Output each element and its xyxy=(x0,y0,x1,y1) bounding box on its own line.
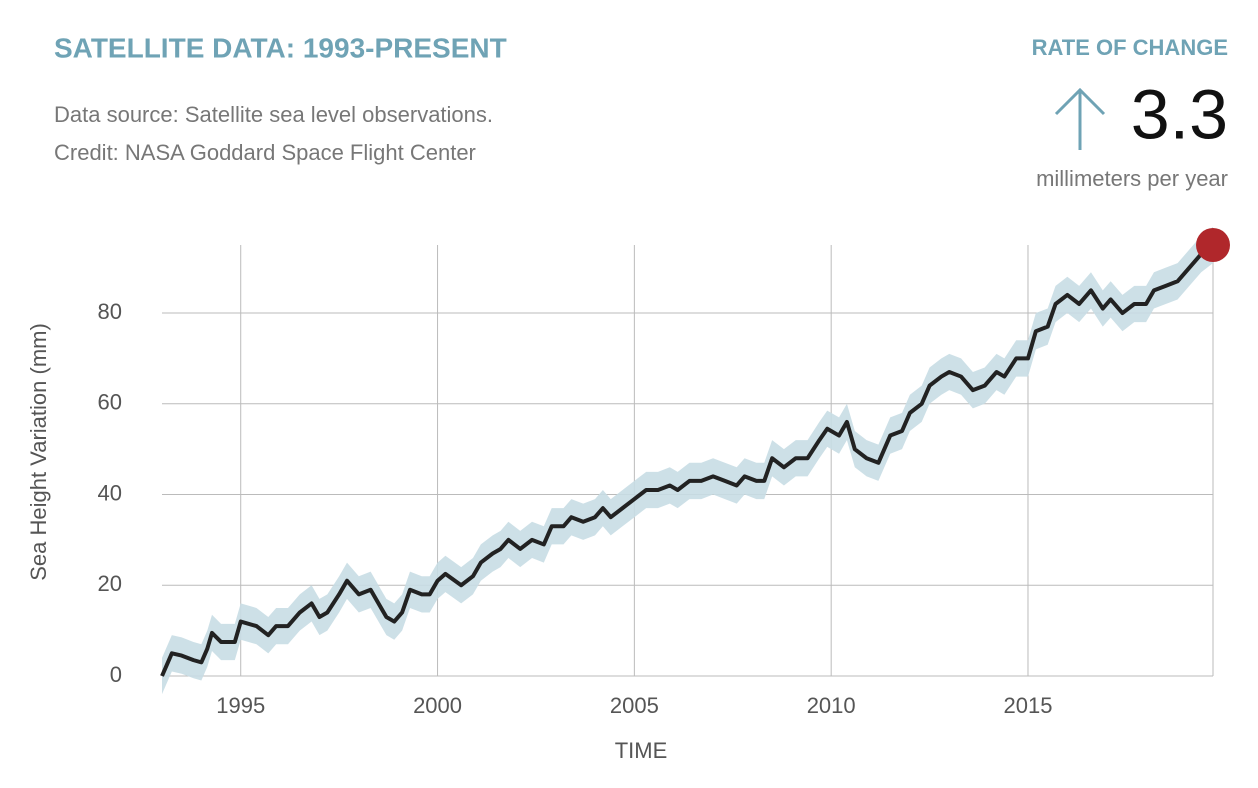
y-tick-label: 40 xyxy=(98,480,122,505)
y-tick-label: 80 xyxy=(98,299,122,324)
latest-point xyxy=(1196,228,1230,262)
x-tick-label: 1995 xyxy=(216,693,265,718)
rate-unit: millimeters per year xyxy=(1036,166,1228,191)
subtitle: Data source: Satellite sea level observa… xyxy=(54,102,493,127)
x-tick-label: 2000 xyxy=(413,693,462,718)
y-tick-label: 0 xyxy=(110,662,122,687)
x-tick-label: 2010 xyxy=(807,693,856,718)
chart-title: SATELLITE DATA: 1993-PRESENT xyxy=(54,32,507,63)
x-tick-label: 2015 xyxy=(1004,693,1053,718)
y-tick-label: 20 xyxy=(98,571,122,596)
rate-value: 3.3 xyxy=(1131,75,1228,153)
uncertainty-band xyxy=(162,226,1213,695)
y-tick-label: 60 xyxy=(98,390,122,415)
subtitle: Credit: NASA Goddard Space Flight Center xyxy=(54,140,476,165)
x-axis-label: TIME xyxy=(615,738,668,763)
y-axis-label: Sea Height Variation (mm) xyxy=(26,323,51,581)
line xyxy=(160,243,1215,677)
up-arrow xyxy=(1054,87,1106,150)
x-tick-label: 2005 xyxy=(610,693,659,718)
rate-label: RATE OF CHANGE xyxy=(1032,35,1228,60)
